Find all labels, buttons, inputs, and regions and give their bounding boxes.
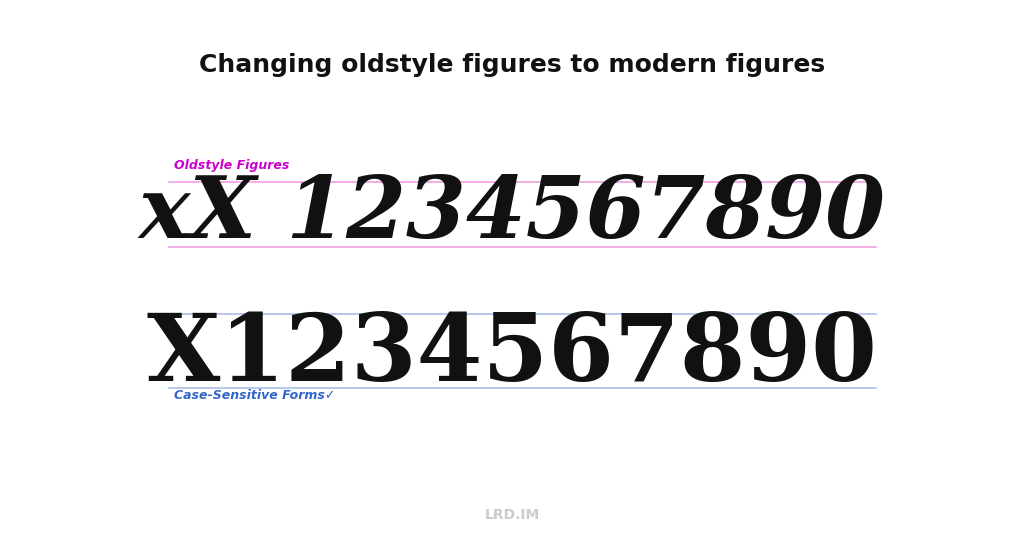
- Text: X1234567890: X1234567890: [146, 310, 878, 400]
- Text: xX 1234567890: xX 1234567890: [138, 172, 886, 256]
- Text: Oldstyle Figures: Oldstyle Figures: [174, 159, 290, 172]
- Text: LRD.IM: LRD.IM: [484, 508, 540, 522]
- Text: Case-Sensitive Forms✓: Case-Sensitive Forms✓: [174, 389, 336, 402]
- Text: Changing oldstyle figures to modern figures: Changing oldstyle figures to modern figu…: [199, 53, 825, 77]
